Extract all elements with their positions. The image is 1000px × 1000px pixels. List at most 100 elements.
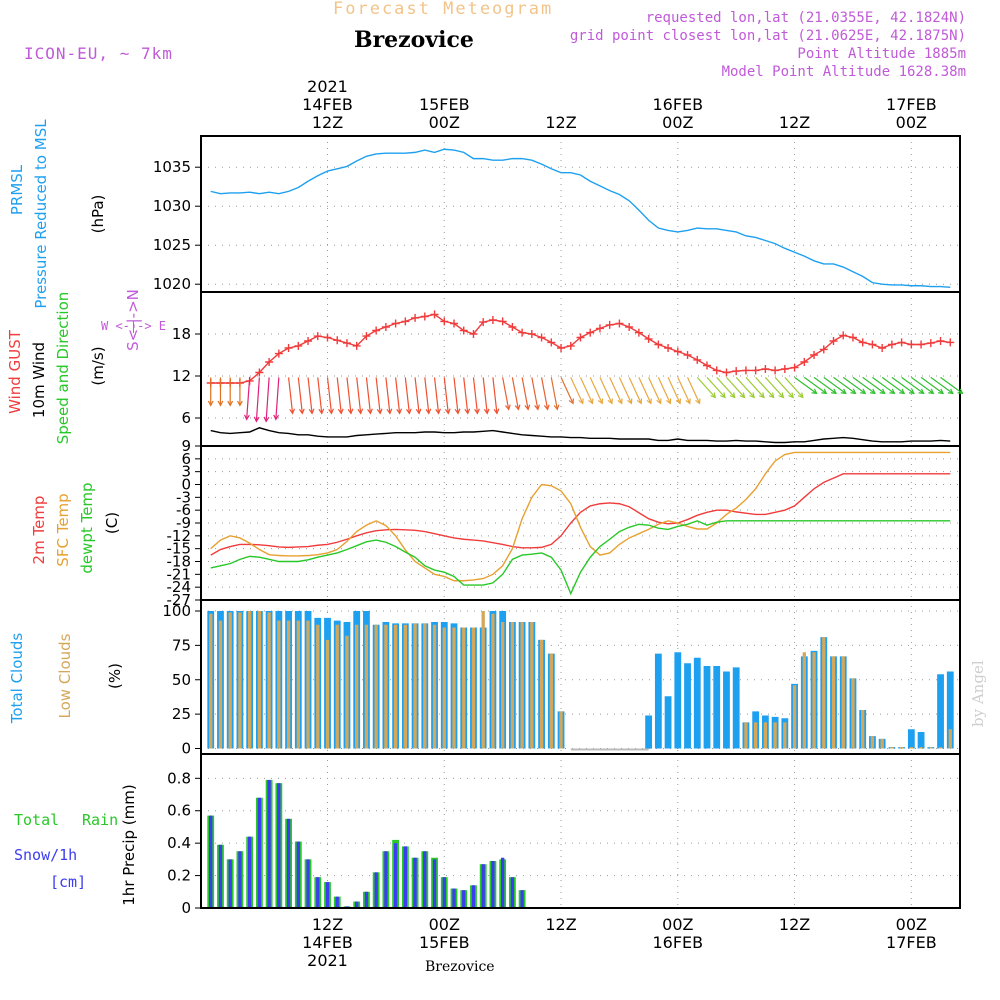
grid-point-coords: grid point closest lon,lat (21.0625E, 42… — [569, 28, 966, 44]
gust-marker — [284, 344, 293, 352]
gust-marker — [352, 341, 361, 350]
bar-total-clouds — [693, 657, 701, 749]
wind-arrow — [667, 377, 681, 404]
wind-arrowhead — [759, 392, 765, 399]
bar-snow-1h — [500, 857, 505, 908]
bar-total-clouds — [907, 729, 915, 749]
wind-arrow — [265, 377, 270, 422]
wind-arrow — [356, 377, 362, 414]
wind-arrowhead — [695, 398, 701, 405]
bar-low-clouds — [530, 622, 534, 749]
panel-wind: 6 12 18 — [172, 291, 961, 447]
gust-marker — [917, 340, 926, 349]
time-label-top: 12Z — [779, 113, 810, 132]
gust-marker — [488, 316, 497, 324]
y-tick-label: 0.6 — [167, 802, 191, 820]
bar-snow-1h — [423, 851, 427, 908]
time-label-bottom: 12Z — [545, 915, 576, 934]
gust-marker — [508, 323, 517, 331]
pressure-unit: (hPa) — [89, 195, 107, 234]
gust-marker — [304, 337, 313, 345]
bar-low-clouds — [355, 624, 359, 749]
bar-low-clouds — [783, 722, 787, 749]
wind-arrowhead — [367, 408, 373, 415]
gust-marker — [537, 333, 546, 342]
gust-marker — [819, 345, 828, 354]
wind-arrowhead — [386, 408, 393, 415]
bar-snow-1h — [209, 815, 213, 908]
wind-arrow — [453, 377, 459, 414]
wind-arrowhead — [646, 398, 652, 405]
bar-low-clouds — [228, 612, 232, 749]
series-line-prmsl — [210, 148, 951, 289]
bar-low-clouds — [929, 747, 933, 749]
wind-arrow — [696, 376, 716, 398]
wind-arrow — [755, 376, 775, 398]
bar-low-clouds — [763, 722, 768, 749]
clouds-total-label: Total Clouds — [8, 633, 26, 725]
wind-arrowhead — [318, 408, 325, 415]
wind-arrowhead — [236, 400, 243, 407]
compass-sn: S<-|->N — [124, 289, 142, 351]
temp-2m-label: 2m Temp — [30, 496, 48, 565]
bar-snow-1h — [384, 851, 388, 908]
bar-total-clouds — [732, 667, 740, 749]
y-tick-label: 6 — [181, 409, 191, 427]
bar-low-clouds — [277, 620, 281, 749]
bar-low-clouds — [773, 722, 777, 749]
footer-location: Brezovice — [425, 959, 495, 975]
wind-arrow — [531, 377, 539, 410]
wind-arrowhead — [957, 388, 964, 395]
bar-low-clouds — [393, 624, 398, 749]
bar-total-clouds — [723, 671, 730, 749]
wind-arrow — [930, 376, 954, 394]
wind-arrow — [255, 377, 260, 422]
wind-arrowhead — [636, 398, 643, 405]
wind-arrowhead — [396, 408, 403, 415]
wind-arrow — [336, 377, 342, 414]
wind-arrowhead — [308, 408, 315, 415]
wind-arrow — [521, 377, 529, 410]
bar-total-clouds — [713, 666, 721, 749]
bar-snow-1h — [355, 901, 359, 908]
gust-marker — [381, 323, 390, 331]
wind-unit: (m/s) — [89, 346, 107, 385]
wind-arrow — [842, 376, 866, 394]
gust-marker — [372, 326, 381, 335]
wind-arrow — [385, 377, 391, 414]
wind-arrowhead — [514, 404, 521, 411]
precip-cm-label: [cm] — [50, 873, 86, 891]
time-label-bottom: 00Z — [662, 915, 693, 934]
bar-snow-1h — [286, 818, 291, 908]
time-label-bottom: 15FEB — [419, 933, 470, 952]
clouds-unit: (%) — [106, 663, 124, 689]
wind-arrow — [540, 377, 549, 410]
bar-low-clouds — [218, 620, 223, 749]
y-tick-label: 100 — [162, 602, 191, 620]
y-tick-label: 0.2 — [167, 867, 191, 885]
wind-arrow — [550, 377, 558, 410]
bar-snow-1h — [364, 891, 369, 908]
wind-arrow — [735, 376, 755, 398]
wind-arrow — [297, 377, 303, 414]
bar-snow-1h — [277, 783, 281, 908]
wind-arrow — [570, 377, 584, 404]
time-label-bottom: 2021 — [307, 951, 348, 970]
wind-arrowhead — [347, 408, 354, 415]
gust-marker — [673, 347, 682, 356]
wind-arrow — [472, 377, 479, 414]
gust-marker — [810, 351, 819, 359]
wind-arrow — [589, 377, 603, 404]
y-tick-label: -9 — [176, 514, 191, 532]
precip-total-label: Total — [14, 811, 59, 829]
bar-low-clouds — [491, 613, 495, 749]
wind-arrow — [794, 376, 817, 394]
gust-marker — [868, 340, 877, 349]
wind-arrowhead — [860, 388, 867, 395]
bar-low-clouds — [899, 747, 904, 749]
wind-arrowhead — [850, 388, 857, 395]
wind-arrowhead — [899, 388, 906, 395]
wind-arrowhead — [938, 388, 945, 395]
gust-marker — [605, 320, 614, 329]
